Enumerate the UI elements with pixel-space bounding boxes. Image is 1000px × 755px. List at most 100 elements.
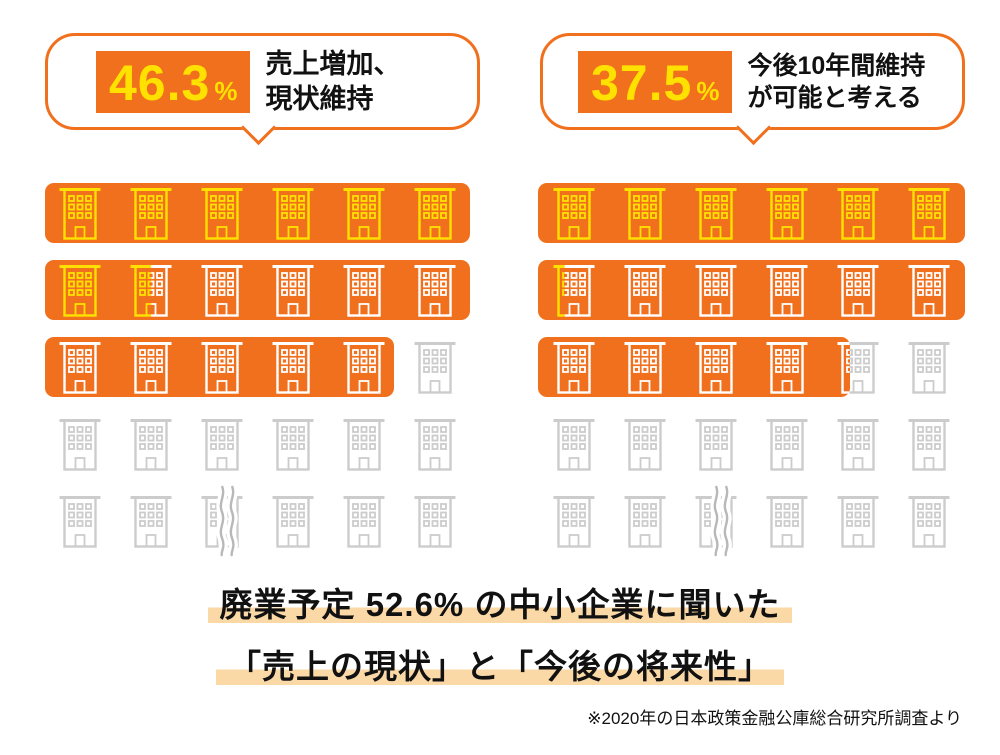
row-highlight-bar	[45, 183, 470, 243]
building-icon	[823, 491, 894, 551]
bubble-label-left-line2: 現状維持	[265, 83, 374, 114]
building-icon	[680, 183, 751, 243]
bubble-label-left-line1: 売上増加、	[265, 48, 401, 79]
building-icon	[257, 260, 328, 320]
building-glyph	[837, 265, 879, 317]
building-glyph	[343, 342, 385, 394]
building-icon	[116, 491, 187, 551]
building-glyph	[59, 265, 101, 317]
caption-line-1: 廃業予定 52.6% の中小企業に聞いた	[0, 578, 1000, 626]
percent-box-right: 37.5 %	[578, 50, 733, 113]
building-glyph	[695, 188, 737, 240]
building-icon	[328, 491, 399, 551]
building-icon	[257, 337, 328, 397]
building-icon	[116, 260, 187, 320]
building-icon	[823, 183, 894, 243]
building-glyph	[695, 342, 737, 394]
building-icon	[399, 260, 470, 320]
building-glyph	[201, 188, 243, 240]
building-glyph	[908, 265, 950, 317]
bubble-label-left: 売上増加、 現状維持	[265, 47, 400, 116]
building-icon	[894, 491, 965, 551]
building-glyph	[908, 419, 950, 471]
pictogram-row	[538, 414, 965, 474]
break-marker-icon	[216, 484, 238, 558]
percent-value-left: 46.3	[109, 54, 211, 111]
pictogram-grid-right	[538, 183, 965, 568]
building-glyph	[59, 496, 101, 548]
row-highlight-bar	[538, 183, 965, 243]
building-glyph	[343, 419, 385, 471]
pictogram-row	[45, 337, 470, 397]
building-icon	[894, 337, 965, 397]
building-glyph	[343, 265, 385, 317]
building-glyph	[272, 342, 314, 394]
building-icon	[399, 337, 470, 397]
building-glyph	[564, 265, 595, 317]
building-glyph	[272, 419, 314, 471]
building-glyph	[553, 342, 595, 394]
pictogram-grid-left	[45, 183, 470, 568]
building-glyph	[624, 419, 666, 471]
building-glyph	[837, 496, 879, 548]
building-glyph	[837, 188, 879, 240]
building-icon	[399, 414, 470, 474]
building-glyph	[201, 265, 243, 317]
building-glyph	[766, 342, 808, 394]
building-icon	[538, 414, 609, 474]
pictogram-row	[45, 183, 470, 243]
building-icon	[116, 414, 187, 474]
building-glyph	[849, 342, 879, 394]
speech-bubble-right: 37.5 % 今後10年間維持 が可能と考える	[540, 33, 965, 130]
building-icon	[680, 414, 751, 474]
percent-sign-left: %	[214, 75, 238, 106]
building-glyph	[414, 419, 456, 471]
building-glyph	[130, 496, 172, 548]
building-icon	[328, 183, 399, 243]
row-highlight-bar	[538, 260, 965, 320]
building-icon	[538, 491, 609, 551]
building-icon	[752, 183, 823, 243]
row-highlight-bar	[45, 260, 470, 320]
building-icon	[399, 491, 470, 551]
building-icon	[45, 491, 116, 551]
building-glyph	[553, 265, 565, 317]
building-glyph	[130, 188, 172, 240]
pictogram-row	[45, 414, 470, 474]
building-glyph	[766, 265, 808, 317]
building-icon	[328, 337, 399, 397]
building-glyph	[908, 188, 950, 240]
building-glyph	[59, 342, 101, 394]
building-glyph	[414, 265, 456, 317]
building-glyph	[695, 265, 737, 317]
building-glyph	[766, 496, 808, 548]
building-glyph	[624, 265, 666, 317]
building-icon	[45, 337, 116, 397]
building-glyph	[766, 188, 808, 240]
building-glyph	[272, 496, 314, 548]
building-glyph	[553, 419, 595, 471]
building-glyph	[201, 419, 243, 471]
pictogram-row	[538, 484, 965, 558]
building-icon	[609, 260, 680, 320]
pictogram-row	[538, 337, 965, 397]
bubble-label-right: 今後10年間維持 が可能と考える	[747, 50, 925, 114]
building-icon	[823, 337, 894, 397]
building-icon	[680, 260, 751, 320]
building-glyph	[553, 188, 595, 240]
pictogram-row	[538, 260, 965, 320]
bubble-label-right-line1: 今後10年間維持	[747, 51, 926, 80]
building-icon	[399, 183, 470, 243]
building-glyph	[553, 496, 595, 548]
building-glyph	[272, 265, 314, 317]
percent-value-right: 37.5	[591, 54, 693, 111]
caption-line-2: 「売上の現状」と「今後の将来性」	[0, 640, 1000, 688]
building-icon	[187, 337, 258, 397]
building-icon	[609, 414, 680, 474]
building-icon	[116, 337, 187, 397]
building-icon	[823, 260, 894, 320]
caption: 廃業予定 52.6% の中小企業に聞いた 「売上の現状」と「今後の将来性」	[0, 578, 1000, 688]
building-glyph	[695, 419, 737, 471]
building-icon	[609, 183, 680, 243]
pictogram-row	[45, 484, 470, 558]
